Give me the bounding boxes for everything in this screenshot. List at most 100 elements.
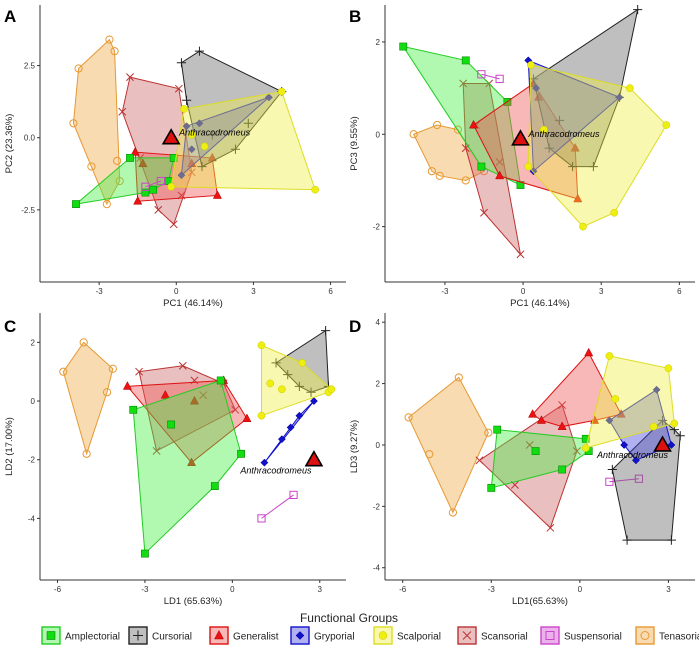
point-tenasorial <box>454 373 463 382</box>
point-cursorial <box>207 130 217 140</box>
point-suspensorial <box>634 474 644 483</box>
point-tenasorial <box>425 450 434 459</box>
point-generalist <box>160 390 170 399</box>
point-tenasorial <box>427 167 436 176</box>
point-amplectorial <box>169 154 178 162</box>
hull-suspensorial <box>261 494 294 519</box>
legend-label: Suspensorial <box>564 632 622 643</box>
point-suspensorial <box>605 477 614 486</box>
point-gryporial <box>652 385 661 394</box>
highlight-triangle <box>161 128 181 145</box>
y-tick-label: -2.5 <box>21 206 35 215</box>
point-tenasorial <box>433 120 442 130</box>
point-amplectorial <box>237 449 245 458</box>
point-scalporial <box>579 222 587 231</box>
hull-tenasorial <box>72 38 121 206</box>
legend-item-amplectorial: Amplectorial <box>41 626 120 645</box>
point-scalporial <box>664 364 673 373</box>
panel-label: B <box>349 7 361 26</box>
hull-scalporial <box>260 344 333 417</box>
point-amplectorial <box>126 154 134 162</box>
point-cursorial <box>675 431 685 441</box>
point-gryporial <box>286 423 295 432</box>
legend-item-generalist: Generalist <box>209 626 279 645</box>
point-tenasorial <box>113 156 122 165</box>
point-generalist <box>138 158 148 168</box>
legend-label: Cursorial <box>152 632 192 643</box>
point-scalporial <box>327 385 336 394</box>
x-tick-label: -3 <box>141 585 149 594</box>
series-scalporial <box>581 352 679 452</box>
legend-label: Amplectorial <box>65 632 120 643</box>
point-generalist <box>187 457 197 466</box>
point-scansorial <box>187 168 196 177</box>
hull-gryporial <box>527 59 621 173</box>
point-scansorial <box>126 73 134 82</box>
x-tick-label: 0 <box>230 585 235 594</box>
point-amplectorial <box>72 200 80 208</box>
point-tenasorial <box>484 428 493 437</box>
point-generalist <box>570 142 580 152</box>
y-tick-label: -4 <box>28 514 36 523</box>
point-scalporial <box>180 105 188 113</box>
point-tenasorial <box>87 162 96 171</box>
hull-tenasorial <box>407 376 489 514</box>
point-cursorial <box>294 381 304 391</box>
series-cursorial <box>528 5 643 172</box>
point-tenasorial <box>102 388 112 397</box>
point-tenasorial <box>453 125 463 134</box>
legend-marker <box>214 629 224 640</box>
legend-item-tenasorial: Tenasorial <box>635 626 699 645</box>
point-gryporial <box>195 119 204 128</box>
point-amplectorial <box>216 376 225 385</box>
point-scalporial <box>662 121 671 129</box>
series-tenasorial <box>404 373 493 517</box>
highlight-label: Anthracodromeus <box>178 128 251 138</box>
highlight-triangle <box>304 450 324 467</box>
point-scalporial <box>527 61 535 69</box>
point-tenasorial <box>409 130 418 139</box>
point-amplectorial <box>477 162 486 171</box>
point-tenasorial <box>79 338 88 347</box>
point-amplectorial <box>141 549 149 558</box>
point-cursorial <box>176 58 187 68</box>
point-scansorial <box>480 208 488 217</box>
point-gryporial <box>532 84 541 93</box>
point-tenasorial <box>461 176 470 185</box>
point-generalist <box>495 170 505 180</box>
point-cursorial <box>633 5 643 15</box>
point-scansorial <box>516 250 525 259</box>
point-generalist <box>212 190 222 199</box>
legend-swatch <box>635 626 655 645</box>
legend-item-suspensorial: Suspensorial <box>540 626 622 645</box>
hull-gryporial <box>180 96 270 177</box>
point-tenasorial <box>69 119 78 128</box>
legend-marker <box>462 631 472 640</box>
point-cursorial <box>230 144 241 154</box>
panel-label: A <box>4 7 16 26</box>
point-generalist <box>133 196 143 205</box>
point-cursorial <box>622 535 632 545</box>
point-amplectorial <box>167 420 176 429</box>
point-scansorial <box>118 107 127 116</box>
point-scalporial <box>540 125 548 134</box>
x-tick-label: 3 <box>251 287 256 296</box>
panels: A -3 0 3 6 -2.5 0.0 2.5 PC1 (46.14%) PC2 (23.36%)… <box>4 5 695 607</box>
point-generalist <box>469 119 479 129</box>
x-tick-label: 3 <box>318 585 323 594</box>
point-cursorial <box>657 415 668 426</box>
legend-marker <box>378 631 388 640</box>
point-tenasorial <box>404 413 413 422</box>
series-gryporial <box>260 397 318 467</box>
point-scalporial <box>187 130 196 139</box>
point-amplectorial <box>141 188 150 197</box>
point-amplectorial <box>558 465 567 474</box>
point-cursorial <box>194 46 205 56</box>
point-cursorial <box>666 535 676 545</box>
point-amplectorial <box>461 56 470 65</box>
point-scalporial <box>257 341 266 350</box>
point-tenasorial <box>448 508 458 517</box>
legend-label: Tenasorial <box>659 632 699 643</box>
hull-scansorial <box>138 365 236 452</box>
